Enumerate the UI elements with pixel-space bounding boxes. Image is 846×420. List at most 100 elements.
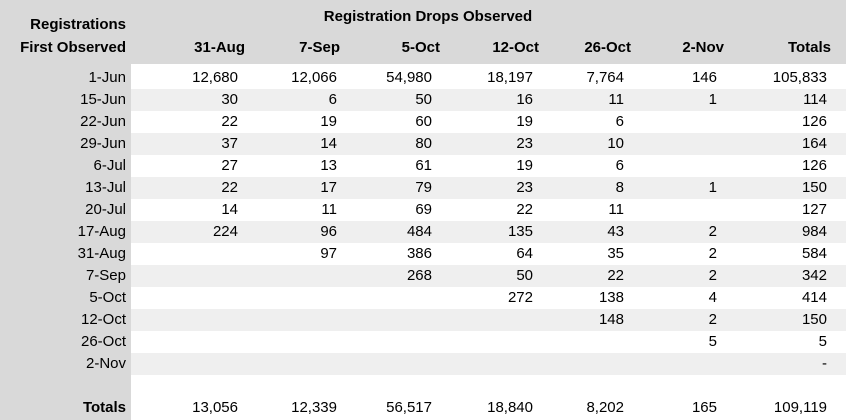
cell: 114 [803,91,827,108]
cell: 97 [320,245,337,262]
column-header: 7-Sep [299,39,340,56]
cell: 146 [691,69,717,86]
corner-label: Registrations [30,16,126,33]
cell: 224 [212,223,238,240]
cell: 2 [708,223,717,240]
cell: 6 [615,113,624,130]
cell: 1 [708,179,717,196]
row-label: 22-Jun [80,113,126,130]
row-label: 20-Jul [85,201,126,218]
cell: 2 [708,311,717,328]
row-stripe [131,89,846,111]
cell: 272 [507,289,533,306]
cell: 13 [320,157,337,174]
cell: 126 [801,113,827,130]
cell: 414 [801,289,827,306]
row-label: 2-Nov [85,355,126,372]
column-header: Totals [787,39,831,56]
cell: 27 [221,157,238,174]
cell: 23 [516,179,533,196]
cell: 43 [607,223,624,240]
row-label: 17-Aug [77,223,126,240]
cell: 484 [406,223,432,240]
cell: 16 [516,91,533,108]
cell: 2 [708,245,717,262]
total-cell: 18,840 [487,399,533,416]
cell: 11 [608,201,624,218]
cell: 6 [328,91,337,108]
cell: 268 [406,267,432,284]
cell: 19 [516,157,533,174]
group-title: Registration Drops Observed [323,8,533,25]
cell: 2 [708,267,717,284]
row-label: 7-Sep [85,267,126,284]
cell: 148 [598,311,624,328]
cell: 11 [608,91,624,108]
total-cell: 109,119 [773,399,827,416]
total-cell: 8,202 [586,399,624,416]
cell: 126 [801,157,827,174]
cell: 30 [221,91,238,108]
row-stripe [131,309,846,331]
cell: 64 [516,245,533,262]
column-header: 31-Aug [194,39,245,56]
total-cell: 13,056 [192,399,238,416]
cell: 19 [516,113,533,130]
cell: 22 [221,179,238,196]
cell: 4 [708,289,717,306]
row-label: 6-Jul [93,157,126,174]
cell: 22 [607,267,624,284]
cell: 5 [818,333,827,350]
row-label: 26-Oct [80,333,126,350]
cell: 11 [321,201,337,218]
cell: 12,066 [291,69,337,86]
cell: 14 [221,201,238,218]
cell: 79 [415,179,432,196]
cell: 23 [516,135,533,152]
cell: 19 [320,113,337,130]
cell: 150 [801,179,827,196]
cell: 984 [801,223,827,240]
cell: 14 [320,135,337,152]
cell: 6 [615,157,624,174]
corner-label: First Observed [20,39,126,56]
column-header: 12-Oct [492,39,539,56]
row-label: 13-Jul [85,179,126,196]
cell: 12,680 [192,69,238,86]
totals-label: Totals [82,399,126,416]
cell: 164 [801,135,827,152]
row-stripe [131,221,846,243]
cell: 50 [415,91,432,108]
row-stripe [131,353,846,375]
cell: 35 [607,245,624,262]
cell: 1 [708,91,717,108]
column-header: 2-Nov [682,39,724,56]
row-label: 5-Oct [89,289,126,306]
cell: 96 [320,223,337,240]
column-header: 5-Oct [401,39,440,56]
cell: 386 [406,245,432,262]
column-header: 26-Oct [584,39,631,56]
cell: 60 [415,113,432,130]
cell: 7,764 [586,69,624,86]
cell: 5 [708,333,717,350]
header-band [0,0,846,64]
cell: 8 [615,179,624,196]
row-label: 31-Aug [77,245,126,262]
cell: 22 [221,113,238,130]
total-cell: 56,517 [386,399,432,416]
cell: 127 [801,201,827,218]
cell: 18,197 [487,69,533,86]
total-cell: 12,339 [291,399,337,416]
cell: 342 [801,267,827,284]
cell: 54,980 [386,69,432,86]
cell: 69 [415,201,432,218]
cell: 50 [516,267,533,284]
row-label: 1-Jun [88,69,126,86]
cell: 80 [415,135,432,152]
cell: 37 [221,135,238,152]
row-stripe [131,265,846,287]
cell: 138 [598,289,624,306]
cell: 584 [801,245,827,262]
